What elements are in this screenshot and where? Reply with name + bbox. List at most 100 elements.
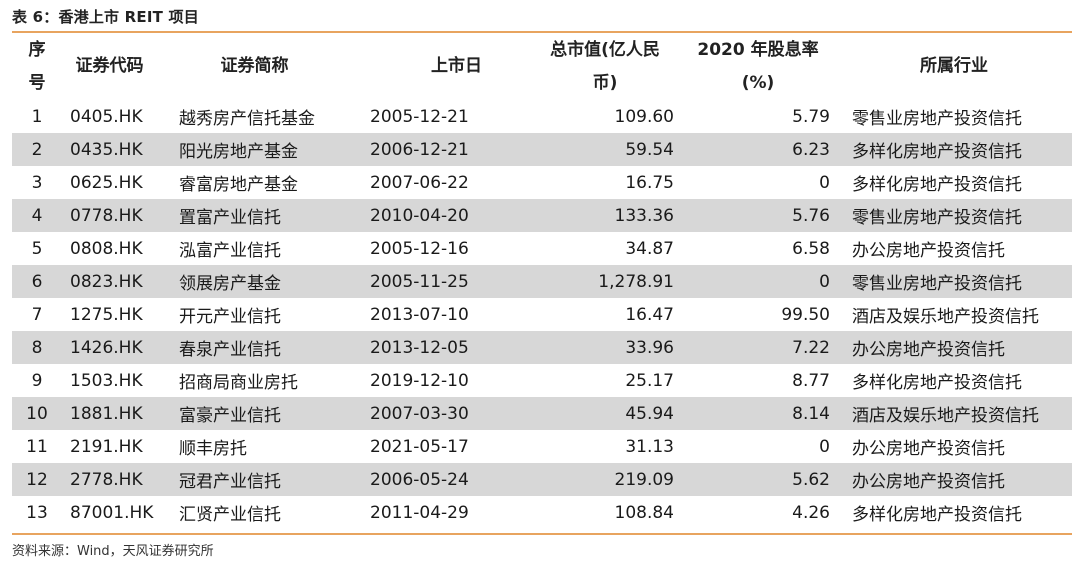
cell-code: 0808.HK bbox=[70, 238, 143, 259]
cell-name: 置富产业信托 bbox=[157, 199, 352, 232]
table-row: 9 1503.HK 招商局商业房托 2019-12-10 25.17 8.77 多样化房地产… bbox=[12, 364, 1072, 397]
cell-code: 2191.HK bbox=[70, 436, 143, 457]
source-note: 资料来源：Wind，天风证券研究所 bbox=[12, 544, 214, 559]
header-dividend-yield-line-2: (%) bbox=[741, 72, 775, 93]
table-row: 4 0778.HK 置富产业信托 2010-04-20 133.36 5.76 零售业房地产… bbox=[12, 199, 1072, 232]
table-caption: 表 6：香港上市 REIT 项目 bbox=[12, 8, 199, 26]
cell-date: 2006-12-21 bbox=[352, 133, 510, 166]
cell-name: 泓富产业信托 bbox=[179, 241, 281, 261]
cell-index: 4 bbox=[12, 199, 62, 232]
cell-code: 0625.HK bbox=[70, 172, 143, 193]
table-row: 12 2778.HK 冠君产业信托 2006-05-24 219.09 5.62 办公房地产… bbox=[12, 463, 1072, 496]
cell-market-cap: 1,278.91 bbox=[510, 265, 680, 298]
cell-name: 睿富房地产基金 bbox=[179, 175, 298, 195]
header-date: 上市日 bbox=[431, 56, 482, 76]
cell-date: 2010-04-20 bbox=[352, 199, 510, 232]
cell-market-cap: 16.75 bbox=[625, 172, 674, 193]
cell-industry: 多样化房地产投资信托 bbox=[836, 133, 1072, 166]
header-row: 序 号 证券代码 证券简称 上市日 总市值(亿人民 币) 2020 年股息率 (… bbox=[12, 33, 1072, 100]
cell-code: 1426.HK bbox=[62, 331, 157, 364]
cell-code: 0405.HK bbox=[70, 106, 143, 127]
cell-market-cap: 59.54 bbox=[510, 133, 680, 166]
table-row: 11 2191.HK 顺丰房托 2021-05-17 31.13 0 办公房地产投资信托 bbox=[12, 430, 1072, 463]
cell-name: 开元产业信托 bbox=[179, 307, 281, 327]
cell-name: 富豪产业信托 bbox=[157, 397, 352, 430]
cell-dividend-yield: 5.79 bbox=[792, 106, 830, 127]
cell-date: 2011-04-29 bbox=[370, 502, 469, 523]
table-top-rule bbox=[12, 31, 1072, 33]
table-row: 3 0625.HK 睿富房地产基金 2007-06-22 16.75 0 多样化房地产投资信… bbox=[12, 166, 1072, 199]
cell-dividend-yield: 6.23 bbox=[680, 133, 836, 166]
cell-name: 顺丰房托 bbox=[179, 439, 247, 459]
table-row: 13 87001.HK 汇贤产业信托 2011-04-29 108.84 4.26 多样化房… bbox=[12, 496, 1072, 529]
cell-dividend-yield: 8.14 bbox=[680, 397, 836, 430]
cell-industry: 酒店及娱乐地产投资信托 bbox=[836, 397, 1072, 430]
cell-index: 8 bbox=[12, 331, 62, 364]
cell-code: 1275.HK bbox=[70, 304, 143, 325]
cell-industry: 办公房地产投资信托 bbox=[836, 463, 1072, 496]
header-index-line-1: 序 bbox=[28, 39, 46, 60]
cell-date: 2006-05-24 bbox=[352, 463, 510, 496]
header-index: 序 号 bbox=[12, 33, 62, 100]
cell-industry: 零售业房地产投资信托 bbox=[836, 199, 1072, 232]
cell-code: 0823.HK bbox=[62, 265, 157, 298]
cell-industry: 零售业房地产投资信托 bbox=[836, 265, 1072, 298]
cell-index: 11 bbox=[26, 436, 48, 457]
cell-date: 2005-12-16 bbox=[370, 238, 469, 259]
cell-code: 1881.HK bbox=[62, 397, 157, 430]
cell-market-cap: 16.47 bbox=[625, 304, 674, 325]
cell-market-cap: 109.60 bbox=[614, 106, 674, 127]
cell-industry: 办公房地产投资信托 bbox=[852, 241, 1005, 261]
cell-market-cap: 25.17 bbox=[625, 370, 674, 391]
header-market-cap: 总市值(亿人民 币) bbox=[510, 33, 680, 100]
cell-date: 2005-11-25 bbox=[352, 265, 510, 298]
table-row: 6 0823.HK 领展房产基金 2005-11-25 1,278.91 0 零售业房地产投… bbox=[12, 265, 1072, 298]
header-dividend-yield: 2020 年股息率 (%) bbox=[680, 33, 836, 100]
cell-name: 春泉产业信托 bbox=[157, 331, 352, 364]
cell-market-cap: 34.87 bbox=[625, 238, 674, 259]
cell-dividend-yield: 4.26 bbox=[792, 502, 830, 523]
table-body: 1 0405.HK 越秀房产信托基金 2005-12-21 109.60 5.79 零售业房… bbox=[12, 100, 1072, 529]
cell-date: 2021-05-17 bbox=[370, 436, 469, 457]
cell-dividend-yield: 6.58 bbox=[792, 238, 830, 259]
cell-date: 2005-12-21 bbox=[370, 106, 469, 127]
cell-date: 2013-12-05 bbox=[352, 331, 510, 364]
cell-name: 招商局商业房托 bbox=[179, 373, 298, 393]
table-row: 10 1881.HK 富豪产业信托 2007-03-30 45.94 8.14 酒店及娱乐地… bbox=[12, 397, 1072, 430]
cell-dividend-yield: 99.50 bbox=[781, 304, 830, 325]
cell-name: 阳光房地产基金 bbox=[157, 133, 352, 166]
table-row: 2 0435.HK 阳光房地产基金 2006-12-21 59.54 6.23 多样化房地产… bbox=[12, 133, 1072, 166]
cell-code: 0778.HK bbox=[62, 199, 157, 232]
cell-market-cap: 108.84 bbox=[614, 502, 674, 523]
cell-name: 越秀房产信托基金 bbox=[179, 109, 315, 129]
cell-industry: 办公房地产投资信托 bbox=[836, 331, 1072, 364]
cell-index: 13 bbox=[26, 502, 48, 523]
cell-market-cap: 31.13 bbox=[625, 436, 674, 457]
cell-date: 2013-07-10 bbox=[370, 304, 469, 325]
cell-market-cap: 45.94 bbox=[510, 397, 680, 430]
cell-industry: 零售业房地产投资信托 bbox=[852, 109, 1022, 129]
cell-industry: 多样化房地产投资信托 bbox=[852, 175, 1022, 195]
cell-dividend-yield: 5.62 bbox=[680, 463, 836, 496]
table-bottom-rule bbox=[12, 533, 1072, 535]
header-dividend-yield-line-1: 2020 年股息率 bbox=[697, 39, 819, 60]
cell-industry: 酒店及娱乐地产投资信托 bbox=[852, 307, 1039, 327]
cell-code: 2778.HK bbox=[62, 463, 157, 496]
cell-index: 5 bbox=[31, 238, 43, 259]
cell-industry: 多样化房地产投资信托 bbox=[852, 505, 1022, 525]
header-market-cap-line-1: 总市值(亿人民 bbox=[550, 39, 660, 60]
cell-name: 汇贤产业信托 bbox=[179, 505, 281, 525]
cell-dividend-yield: 5.76 bbox=[680, 199, 836, 232]
cell-name: 领展房产基金 bbox=[157, 265, 352, 298]
table-header: 序 号 证券代码 证券简称 上市日 总市值(亿人民 币) 2020 年股息率 (… bbox=[12, 33, 1072, 100]
cell-dividend-yield: 8.77 bbox=[792, 370, 830, 391]
header-market-cap-line-2: 币) bbox=[592, 72, 618, 93]
header-code: 证券代码 bbox=[75, 56, 144, 76]
cell-date: 2019-12-10 bbox=[370, 370, 469, 391]
cell-index: 6 bbox=[12, 265, 62, 298]
table-row: 5 0808.HK 泓富产业信托 2005-12-16 34.87 6.58 办公房地产投资… bbox=[12, 232, 1072, 265]
cell-dividend-yield: 0 bbox=[819, 436, 830, 457]
cell-index: 2 bbox=[12, 133, 62, 166]
cell-industry: 多样化房地产投资信托 bbox=[852, 373, 1022, 393]
cell-code: 0435.HK bbox=[62, 133, 157, 166]
